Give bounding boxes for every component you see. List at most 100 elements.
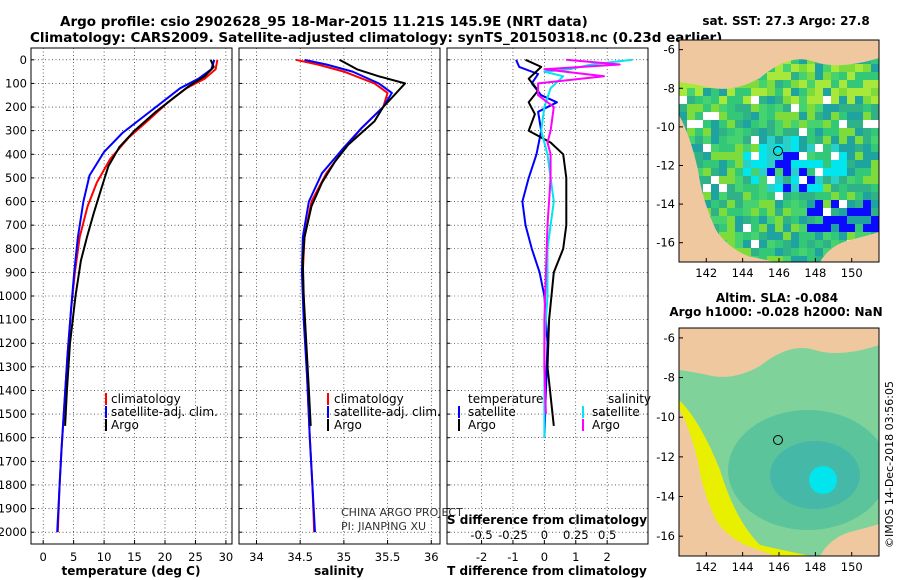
sst-cell [783, 216, 791, 224]
sst-cell [871, 56, 879, 64]
map-y-tick-label: -6 [664, 43, 675, 57]
sst-cell [839, 200, 847, 208]
sst-cell [751, 232, 759, 240]
sst-cell [847, 160, 855, 168]
salinity-difference-ticks: -0.5 -0.25 0 0.25 0.5 [470, 528, 616, 542]
map-y-tick-label: -8 [664, 371, 675, 385]
sst-cell [759, 232, 767, 240]
sst-cell [735, 168, 743, 176]
x-tick-label: 2 [604, 550, 611, 564]
sst-cell [719, 232, 727, 240]
sst-cell [847, 136, 855, 144]
sst-cell [775, 216, 783, 224]
sst-cell [791, 208, 799, 216]
sst-cell [847, 88, 855, 96]
sst-cell [847, 232, 855, 240]
sst-cell [695, 168, 703, 176]
sst-cell [775, 80, 783, 88]
sst-cell [831, 72, 839, 80]
sst-cell [751, 96, 759, 104]
sla-map-coast-se [820, 524, 879, 556]
sst-cell [759, 176, 767, 184]
depth-tick-label: 500 [5, 171, 27, 185]
sst-cell [831, 192, 839, 200]
sst-cell [751, 144, 759, 152]
sst-cell [831, 208, 839, 216]
sst-cell [807, 256, 815, 262]
sst-cell [719, 96, 727, 104]
sst-cell [775, 152, 783, 160]
sst-cell [799, 224, 807, 232]
sst-cell [687, 136, 695, 144]
header-line2: Climatology: CARS2009. Satellite-adjuste… [30, 30, 722, 46]
sst-cell [719, 112, 727, 120]
sst-cell [831, 112, 839, 120]
sst-cell [711, 96, 719, 104]
series-line-temperature-satellite [515, 59, 558, 438]
sst-cell [759, 192, 767, 200]
sst-cell [759, 80, 767, 88]
difference-frame [446, 47, 649, 545]
sst-cell [703, 136, 711, 144]
legend-argo: Argo [111, 418, 139, 432]
sst-cell [767, 88, 775, 96]
sst-cell [871, 184, 879, 192]
sst-cell [799, 240, 807, 248]
sst-cell [839, 176, 847, 184]
sst-cell [815, 192, 823, 200]
x-tick-label: -1 [507, 550, 518, 564]
sst-cell [831, 144, 839, 152]
sst-cell [815, 168, 823, 176]
sst-cell [711, 208, 719, 216]
sst-cell [679, 112, 687, 120]
sst-cell [791, 184, 799, 192]
sst-cell [847, 152, 855, 160]
legend-s-satellite: satellite [592, 405, 640, 419]
sst-cell [751, 160, 759, 168]
map-y-tick-label: -10 [656, 410, 675, 424]
sst-cell [743, 112, 751, 120]
sst-cell [839, 152, 847, 160]
sst-map-title: sat. SST: 27.3 Argo: 27.8 [702, 14, 869, 28]
sst-cell [839, 120, 847, 128]
sst-cell [791, 224, 799, 232]
sst-cell [847, 104, 855, 112]
x-tick-label: -2 [476, 550, 487, 564]
sst-cell [719, 208, 727, 216]
sst-cell [743, 160, 751, 168]
sst-cell [775, 136, 783, 144]
sst-cell [711, 160, 719, 168]
sst-cell [727, 104, 735, 112]
sst-cell [727, 120, 735, 128]
sst-cell [839, 232, 847, 240]
salinity-panel: 34 34.5 35 35.5 36 salinity climatology sate… [238, 47, 463, 578]
sst-cell [839, 80, 847, 88]
sst-cell [735, 224, 743, 232]
sst-cell [871, 216, 879, 224]
sst-cell [783, 160, 791, 168]
salinity-xlabel: salinity [314, 564, 364, 578]
sst-cell [727, 144, 735, 152]
sst-cell [703, 192, 711, 200]
x-tick-label: 5 [70, 550, 77, 564]
map-x-tick-label: 150 [841, 266, 863, 280]
sst-cell [807, 176, 815, 184]
legend-t-satellite: satellite [468, 405, 516, 419]
series-line-climatology [56, 59, 219, 533]
sst-cell [807, 88, 815, 96]
sst-cell [863, 176, 871, 184]
sst-cell [799, 144, 807, 152]
sst-cell [775, 176, 783, 184]
sst-cell [727, 232, 735, 240]
sst-cell [839, 160, 847, 168]
sst-cell [807, 128, 815, 136]
sla-map-new-guinea [679, 328, 879, 377]
sst-cell [711, 144, 719, 152]
sst-cell [735, 128, 743, 136]
sst-cell [687, 112, 695, 120]
sst-cell [823, 216, 831, 224]
sst-cell [711, 200, 719, 208]
sst-cell [775, 104, 783, 112]
sst-cell [831, 104, 839, 112]
sst-cell [799, 136, 807, 144]
